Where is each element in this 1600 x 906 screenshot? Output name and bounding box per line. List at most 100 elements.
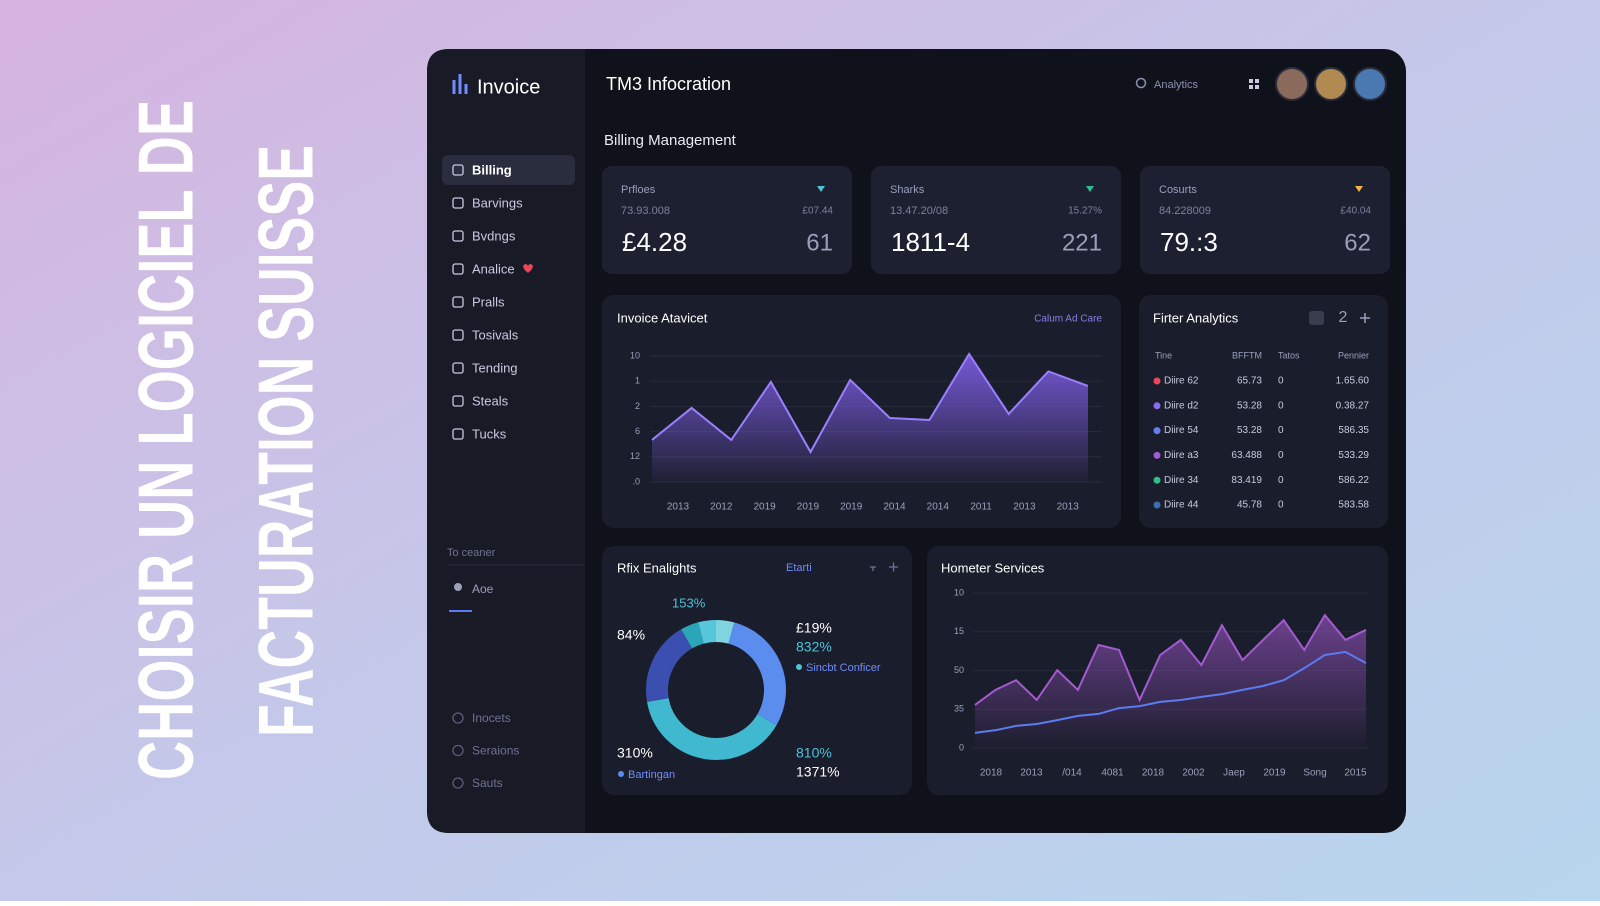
- donut-label: £19%: [796, 620, 832, 636]
- nav-item[interactable]: Barvings: [472, 195, 523, 210]
- table-cell: Diire d2: [1164, 400, 1199, 411]
- avatar[interactable]: [1314, 67, 1348, 101]
- series-line: [974, 650, 1367, 734]
- nav-item[interactable]: Tucks: [472, 426, 507, 441]
- table-header: Tine: [1155, 350, 1172, 360]
- donut-label: 832%: [796, 639, 832, 655]
- table-cell: Diire 44: [1164, 500, 1199, 511]
- y-tick-label: 1: [635, 376, 640, 386]
- card-sub: 84.228009: [1159, 205, 1211, 217]
- panel-link[interactable]: Etarti: [786, 562, 812, 574]
- card-side: 221: [1062, 229, 1102, 256]
- table-cell: 0: [1278, 475, 1284, 486]
- apps-icon[interactable]: [1249, 79, 1259, 89]
- table-cell: Diire 54: [1164, 425, 1199, 436]
- footer-icon: [452, 712, 464, 724]
- legend-label: Bartingan: [628, 769, 675, 781]
- card-value: 79.:3: [1160, 227, 1218, 257]
- table-cell: 83.419: [1231, 475, 1262, 486]
- donut-segment: [728, 622, 786, 726]
- donut-segment: [698, 620, 717, 644]
- table-cell: 0: [1278, 450, 1284, 461]
- table-header: Tatos: [1278, 350, 1300, 360]
- stat-card: [1140, 166, 1390, 274]
- card-sub: 73.93.008: [621, 205, 670, 217]
- area-line: [651, 352, 1089, 455]
- panel-link[interactable]: Calum Ad Care: [1034, 314, 1102, 325]
- panel-title: Rfix Enalights: [617, 560, 697, 575]
- x-tick-label: 4081: [1101, 768, 1124, 779]
- y-tick-label: 2: [635, 401, 640, 411]
- x-tick-label: 2014: [883, 502, 906, 513]
- legend-label: Sincbt Conficer: [806, 662, 881, 674]
- footer-item[interactable]: Sauts: [472, 776, 503, 790]
- poster-line: FACTURATION SUISSE: [242, 145, 330, 737]
- donut-segment: [647, 697, 777, 760]
- row-dot: [1153, 427, 1161, 435]
- card-side: 61: [806, 229, 833, 256]
- nav-item[interactable]: Steals: [472, 393, 509, 408]
- y-tick-label: 10: [954, 587, 964, 597]
- panel-title: Firter Analytics: [1153, 310, 1239, 325]
- table-cell: 45.78: [1237, 500, 1262, 511]
- avatar[interactable]: [1275, 67, 1309, 101]
- brand: Invoice: [477, 76, 540, 98]
- nav-item[interactable]: Billing: [472, 162, 512, 177]
- y-tick-label: .0: [632, 476, 640, 486]
- x-tick-label: Jaep: [1223, 768, 1245, 779]
- nav-item[interactable]: Tosivals: [472, 327, 519, 342]
- x-tick-label: 2011: [970, 502, 992, 513]
- footer-item[interactable]: Inocets: [472, 711, 511, 725]
- nav-icon: [452, 230, 464, 242]
- donut-label: 310%: [617, 745, 653, 761]
- nav-item[interactable]: Bvdngs: [472, 228, 516, 243]
- table-cell: 0: [1278, 425, 1284, 436]
- poster-line: CHOISIR UN LOGICIEL DE: [122, 100, 210, 780]
- x-tick-label: 2014: [927, 502, 950, 513]
- x-tick-label: /014: [1062, 768, 1082, 779]
- table-cell: Diire 34: [1164, 475, 1199, 486]
- donut-label: 1371%: [796, 764, 840, 780]
- table-cell: 586.35: [1338, 425, 1369, 436]
- card-sub: £40.04: [1340, 206, 1371, 217]
- nav-active[interactable]: [442, 155, 575, 185]
- panel-title: Hometer Services: [941, 560, 1045, 575]
- card-side: 62: [1344, 229, 1371, 256]
- table-cell: 0: [1278, 376, 1284, 387]
- nav-icon: [452, 428, 464, 440]
- nav-icon: [452, 263, 464, 275]
- card-label: Sharks: [890, 184, 925, 196]
- x-tick-label: 2019: [797, 502, 820, 513]
- toggle[interactable]: [1309, 311, 1324, 325]
- footer-item[interactable]: Seraions: [472, 744, 519, 758]
- table-cell: 65.73: [1237, 376, 1262, 387]
- x-tick-label: 2019: [753, 502, 776, 513]
- x-tick-label: 2018: [1142, 768, 1165, 779]
- footer-icon: [452, 777, 464, 789]
- row-dot: [1153, 402, 1161, 410]
- page-title: Billing Management: [604, 132, 737, 149]
- series-line: [974, 613, 1367, 706]
- card-label: Cosurts: [1159, 184, 1197, 196]
- table-cell: 586.22: [1338, 475, 1369, 486]
- stat-card: [602, 166, 852, 274]
- header-title: TM3 Infocration: [606, 74, 731, 94]
- nav-item[interactable]: Analice: [472, 261, 515, 276]
- stat-card: [871, 166, 1121, 274]
- nav-item[interactable]: Tending: [472, 360, 518, 375]
- plus[interactable]: [1360, 313, 1370, 323]
- x-tick-label: 2013: [1013, 502, 1036, 513]
- footer-icon: [452, 744, 464, 757]
- nav-item[interactable]: Pralls: [472, 294, 505, 309]
- avatar[interactable]: [1353, 67, 1387, 101]
- card-label: Prfloes: [621, 184, 656, 196]
- x-tick-label: 2019: [840, 502, 863, 513]
- table-cell: 533.29: [1338, 450, 1369, 461]
- user-name[interactable]: Aoe: [472, 582, 494, 596]
- nav-icon: [452, 395, 464, 407]
- sidebar: [427, 49, 585, 833]
- donut-label: 810%: [796, 745, 832, 761]
- search[interactable]: Analytics: [1154, 79, 1199, 91]
- x-tick-label: 2012: [710, 502, 733, 513]
